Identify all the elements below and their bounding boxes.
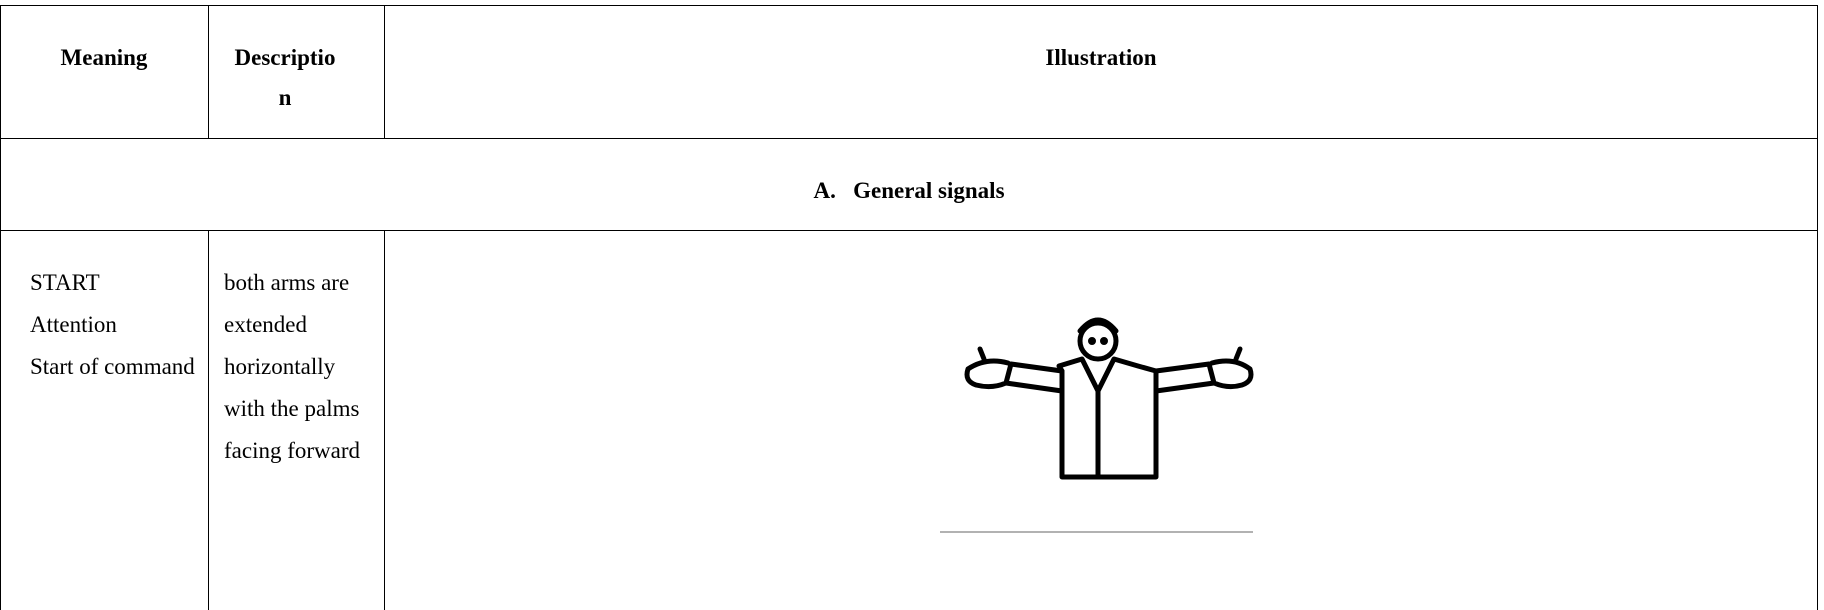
border (384, 5, 385, 138)
border (0, 5, 1818, 6)
header-cell: Meaning (60, 45, 148, 70)
header-cell: Description (234, 45, 336, 110)
description-cell: both arms are extended horizontally with… (224, 270, 361, 463)
border (0, 138, 1818, 139)
border (0, 230, 1818, 231)
meaning-line: Attention (30, 312, 117, 337)
illustration (940, 317, 1254, 533)
meaning-line: START (30, 270, 100, 295)
header-cell: Illustration (1045, 45, 1157, 70)
border (208, 230, 209, 610)
border (0, 5, 1, 610)
border (208, 5, 209, 138)
border (1817, 5, 1818, 610)
section-title: A. General signals (813, 178, 1005, 203)
meaning-line: Start of command (30, 354, 195, 379)
meaning-cell: START Attention Start of command (30, 262, 200, 388)
border (384, 230, 385, 610)
